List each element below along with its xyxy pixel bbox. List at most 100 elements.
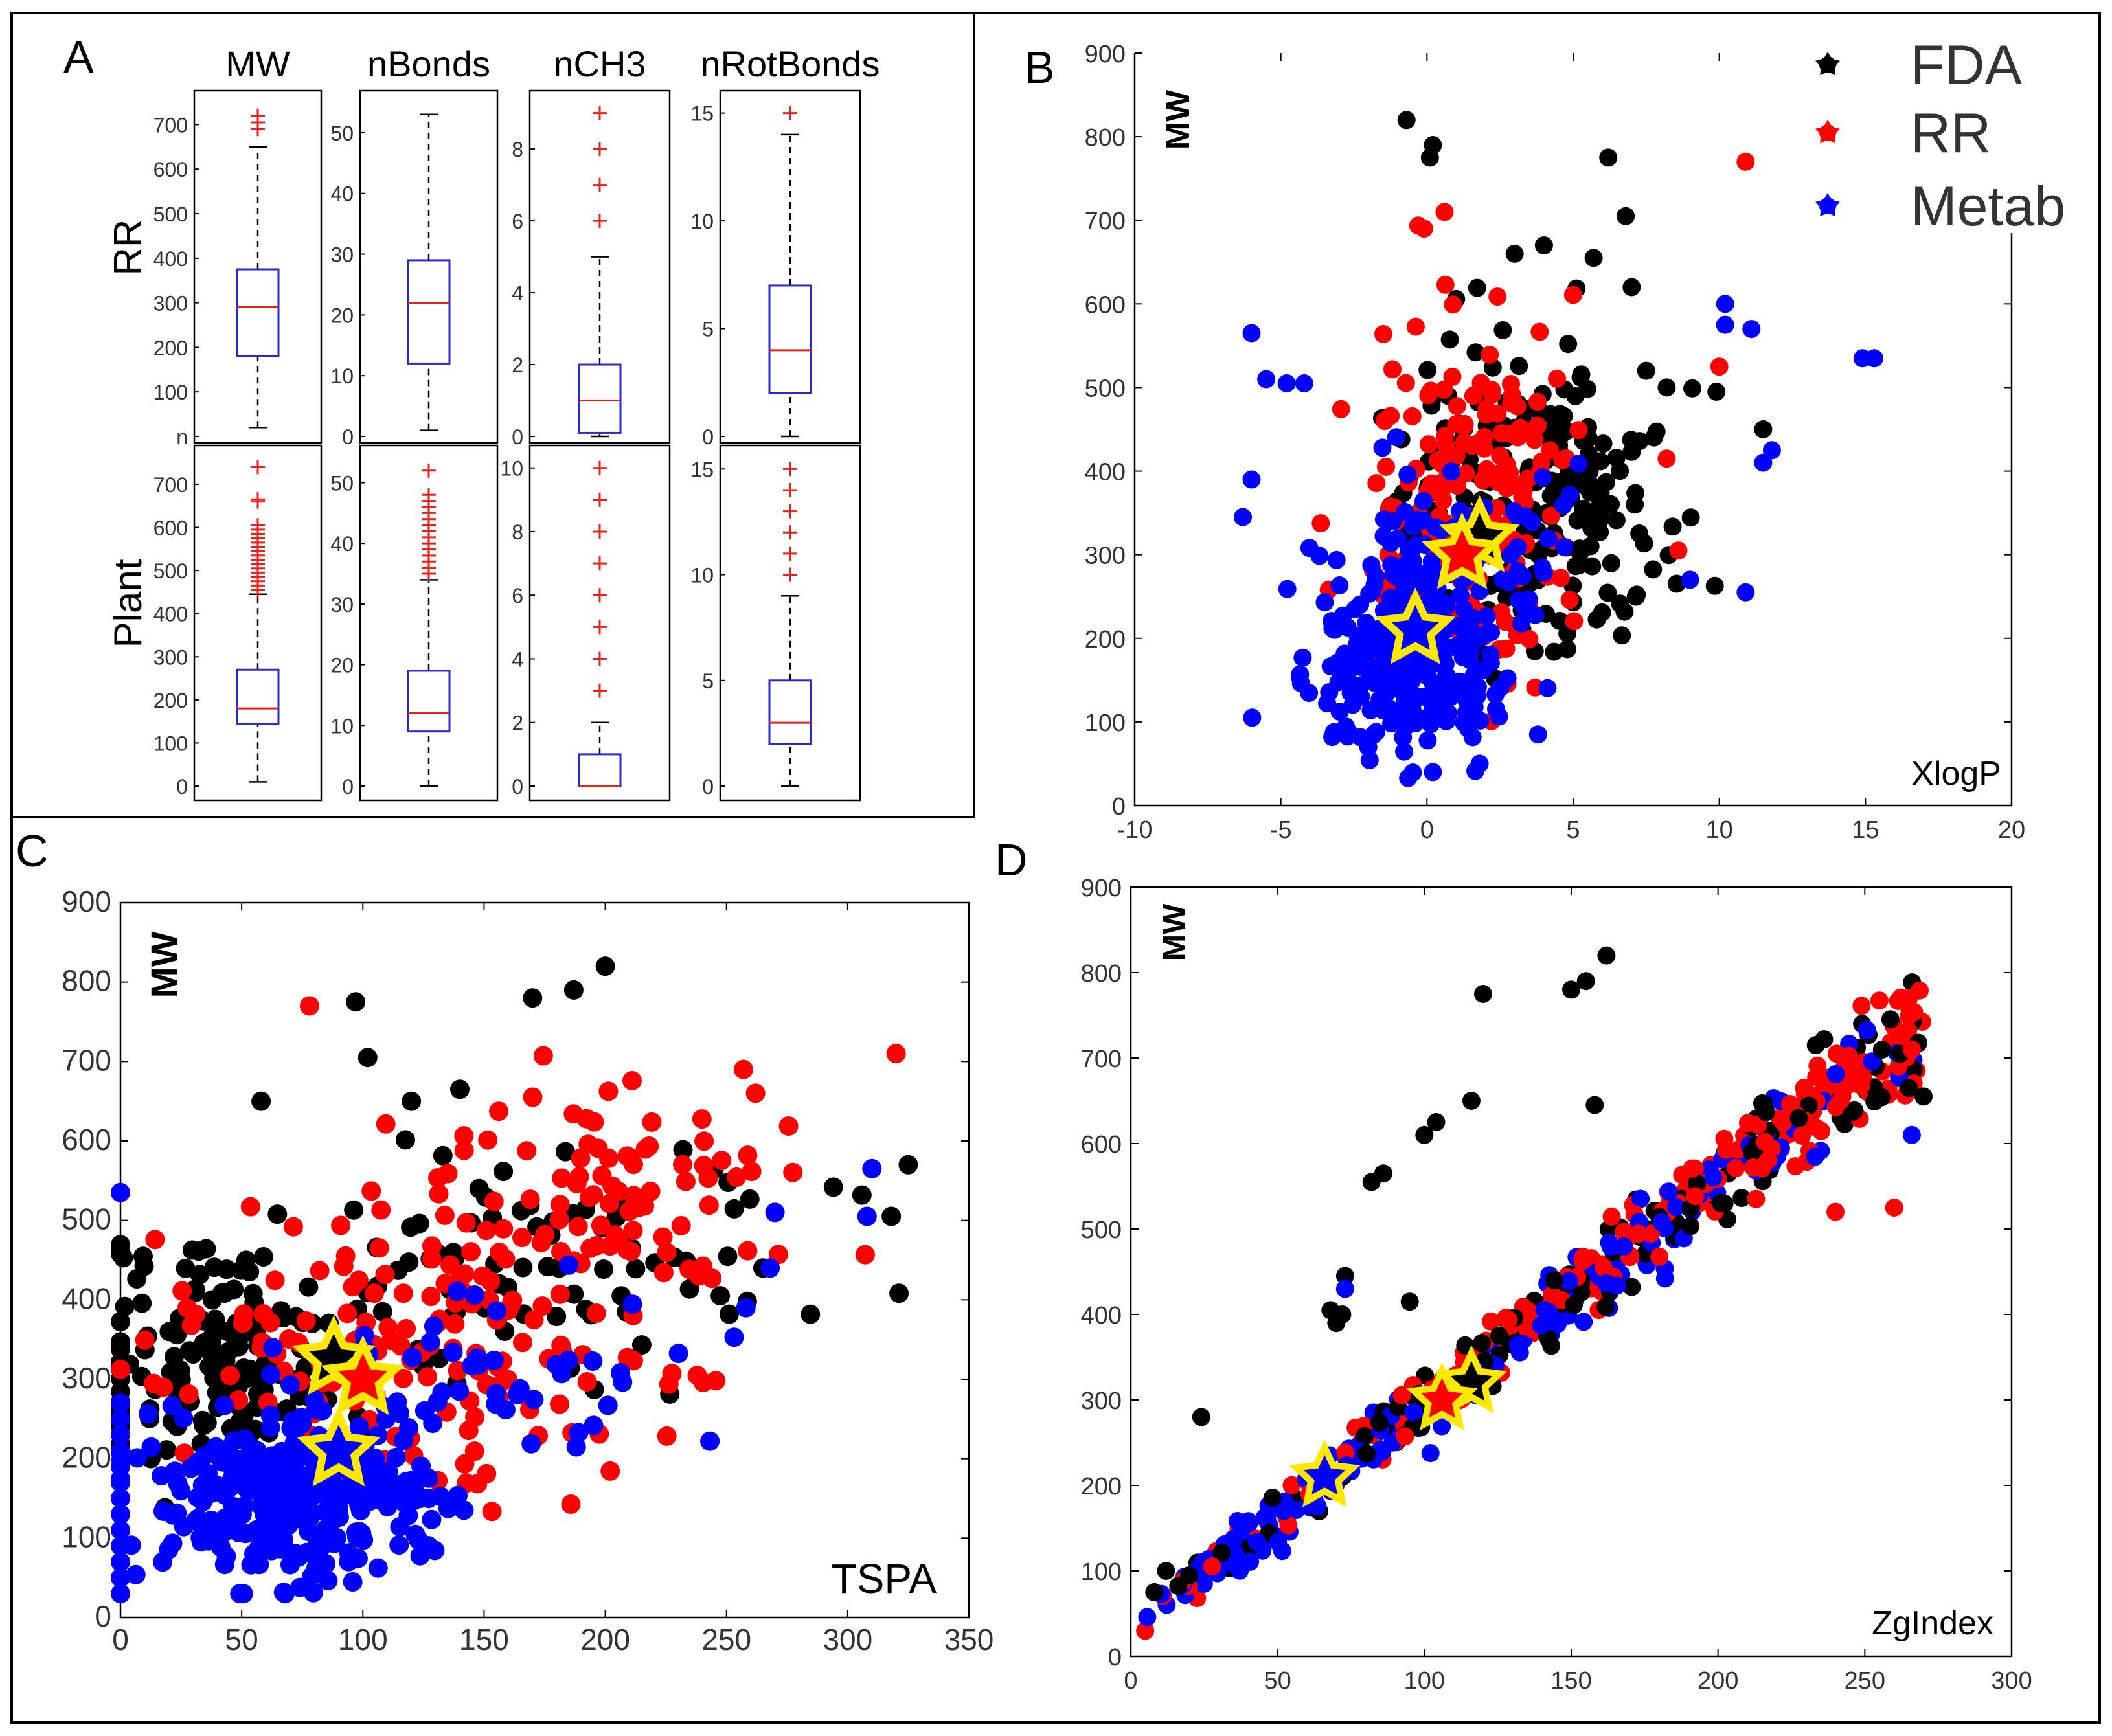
data-point [1704,1168,1723,1187]
data-point [1367,474,1386,493]
data-point [1373,438,1392,457]
data-point [600,1461,620,1481]
data-point [204,1257,224,1278]
data-point [1357,614,1376,632]
tick-label: 300 [153,646,188,669]
data-point [218,1515,238,1535]
data-point [454,1126,474,1146]
data-point [182,1240,202,1260]
data-point [190,1527,210,1548]
data-point [1757,1103,1775,1122]
data-point [1383,360,1402,379]
data-point [1663,517,1682,536]
data-point [556,1142,575,1162]
tick-label: 0 [512,425,523,449]
data-point [671,1216,691,1235]
data-point [1488,287,1507,306]
data-point [1683,1159,1701,1178]
y-tick-label: 0 [95,1599,111,1633]
data-point [1455,417,1473,436]
tick-label: 100 [153,381,188,404]
data-point [1826,1065,1845,1083]
data-point [569,1423,589,1443]
data-point [1424,763,1442,782]
data-point [219,1342,238,1362]
data-point [396,1130,415,1150]
data-point [1571,543,1589,561]
data-point [363,1458,383,1478]
boxplot-axes-plant-nrotbonds [719,444,861,802]
data-point [1327,550,1346,569]
data-point [886,1044,906,1064]
x-tick-label: 10 [1706,817,1733,844]
data-point [1392,1386,1411,1404]
data-point [1277,374,1296,392]
data-point [387,1392,407,1412]
data-point [1414,220,1433,238]
data-point [430,1487,450,1506]
data-point [273,1583,293,1603]
data-point [1315,593,1334,612]
data-point [198,1463,218,1483]
x-tick-label: 100 [338,1623,388,1656]
data-point [179,1341,199,1361]
data-point [1335,1267,1354,1285]
boxplot-axes-rr-nch3 [528,89,671,444]
data-point [433,1145,453,1166]
data-point [421,1287,441,1307]
data-point [127,1269,147,1289]
data-point [445,1314,465,1334]
data-point [1473,1334,1492,1353]
data-point [1530,322,1549,341]
tick-label: 6 [512,584,523,607]
data-point [1519,590,1538,609]
data-point [1483,385,1502,403]
data-point [376,1114,396,1134]
data-point [1145,1583,1164,1601]
data-point [778,1116,799,1136]
data-point [1594,434,1613,453]
data-point [577,1372,597,1392]
data-point [1865,349,1883,368]
data-point [1597,946,1616,965]
data-point [1554,496,1573,515]
tick-label: 8 [512,521,523,544]
column-title-nrotbonds: nRotBonds [700,43,880,84]
data-point [559,1255,579,1275]
outlier-marker [783,525,797,540]
data-point [179,1384,199,1404]
data-point [1615,1237,1633,1256]
data-point [1900,989,1918,1008]
data-point [765,1202,785,1223]
data-point [673,1140,693,1160]
boxplot-axes-rr-mw [193,89,323,444]
data-point [657,1426,677,1446]
data-point [1716,315,1734,334]
data-point [141,1437,161,1457]
data-point [733,1059,753,1079]
data-point [1335,1279,1354,1298]
tick-label: 700 [153,113,188,137]
data-point [642,1112,662,1132]
data-point [1203,1557,1221,1575]
tick-label: 200 [153,689,188,712]
data-point [202,1290,222,1310]
column-title-nbonds: nBonds [367,43,490,84]
data-point [111,1425,130,1445]
legend-background [1762,26,2066,233]
data-point [1572,1283,1591,1302]
tick-label: 2 [512,712,523,735]
tick-label: 300 [153,292,188,315]
data-point [1501,464,1519,482]
figure-frame [10,12,2101,1724]
boxplot-axes-rr-nbonds [359,89,499,444]
data-point [111,1536,130,1556]
data-point [368,1558,388,1578]
data-point [450,1079,470,1099]
y-tick-label: 700 [62,1043,111,1077]
data-point [111,1489,130,1508]
reference-star [1289,1439,1361,1507]
tick-label: 40 [330,532,354,556]
data-point [1548,369,1567,388]
data-point [1519,469,1538,488]
